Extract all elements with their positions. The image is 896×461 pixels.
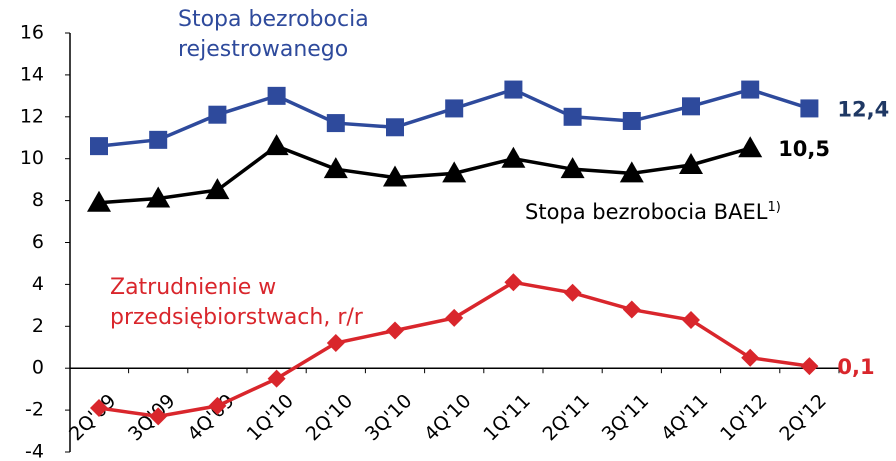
marker xyxy=(504,80,523,99)
marker xyxy=(442,161,467,183)
marker xyxy=(619,161,644,183)
series-line xyxy=(98,87,810,148)
y-tick-label: 0 xyxy=(32,357,44,379)
marker xyxy=(205,178,230,200)
marker xyxy=(264,134,289,156)
marker xyxy=(445,308,464,327)
marker xyxy=(741,80,760,99)
marker xyxy=(682,311,700,330)
x-tick-label: 2Q'10 xyxy=(302,390,357,445)
marker xyxy=(87,190,111,212)
footnote: 1) xyxy=(767,200,781,215)
y-tick-label: 8 xyxy=(32,189,44,211)
marker xyxy=(386,321,404,340)
series-label-wrap: Stopa bezrobocia BAEL1) xyxy=(525,193,781,227)
marker xyxy=(149,407,168,426)
x-tick-label: 4Q'11 xyxy=(657,390,712,445)
marker xyxy=(323,157,348,179)
y-tick-label: 16 xyxy=(20,22,44,44)
x-tick-label: 2Q'09 xyxy=(65,390,120,445)
x-tick-label: 2Q'12 xyxy=(775,390,830,445)
x-tick-label: 3Q'11 xyxy=(598,390,653,445)
marker xyxy=(383,165,407,187)
x-tick-label: 1Q'10 xyxy=(243,390,298,445)
y-tick-label: 10 xyxy=(20,147,44,169)
marker xyxy=(267,369,286,388)
series-label: Stopa bezrobocia rejestrowanego xyxy=(178,7,369,62)
marker xyxy=(90,399,108,418)
y-tick-label: 12 xyxy=(20,105,44,127)
marker xyxy=(679,152,703,174)
x-tick-label: 3Q'10 xyxy=(361,390,416,445)
series-label: Zatrudnienie w przedsiębiorstwach, r/r xyxy=(110,275,363,330)
series-line xyxy=(98,144,751,205)
marker xyxy=(208,396,227,415)
marker xyxy=(738,136,763,158)
marker xyxy=(622,111,641,130)
marker xyxy=(445,99,464,118)
marker xyxy=(800,357,819,376)
marker xyxy=(504,273,523,292)
x-tick-label: 2Q'11 xyxy=(539,390,594,445)
y-tick-label: 14 xyxy=(20,63,44,85)
marker xyxy=(563,283,582,302)
marker xyxy=(501,146,526,168)
value-label: 10,5 xyxy=(778,137,830,161)
marker xyxy=(267,86,286,105)
marker xyxy=(682,97,700,116)
marker xyxy=(563,107,582,126)
marker xyxy=(741,348,760,367)
marker xyxy=(146,186,171,208)
series-label: Stopa bezrobocia BAEL xyxy=(525,200,768,224)
marker xyxy=(208,105,227,124)
marker xyxy=(149,130,168,149)
marker xyxy=(800,99,819,118)
marker xyxy=(386,118,404,137)
y-tick-label: -4 xyxy=(25,441,44,461)
value-label: 0,1 xyxy=(837,355,874,379)
marker xyxy=(90,137,108,156)
x-tick-label: 1Q'11 xyxy=(479,390,534,445)
marker xyxy=(622,300,641,319)
y-tick-label: -2 xyxy=(25,399,44,421)
value-label: 12,4 xyxy=(837,97,889,121)
y-tick-label: 2 xyxy=(32,315,44,337)
x-tick-label: 4Q'10 xyxy=(420,390,475,445)
marker xyxy=(560,157,585,179)
x-tick-label: 1Q'12 xyxy=(716,390,771,445)
y-tick-label: 4 xyxy=(32,273,44,295)
y-tick-label: 6 xyxy=(32,231,44,253)
marker xyxy=(326,114,345,133)
marker xyxy=(326,334,345,353)
